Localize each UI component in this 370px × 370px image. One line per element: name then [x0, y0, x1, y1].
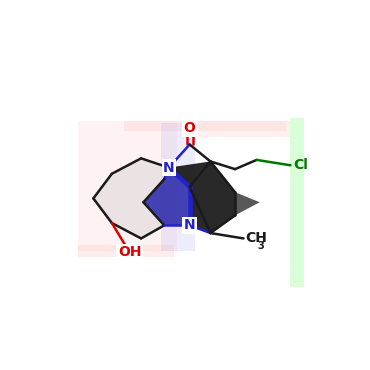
Polygon shape [190, 121, 290, 137]
Polygon shape [290, 118, 305, 287]
Polygon shape [144, 168, 190, 225]
Text: OH: OH [118, 245, 141, 259]
Polygon shape [78, 121, 176, 251]
Polygon shape [169, 161, 235, 233]
Polygon shape [235, 192, 260, 215]
Polygon shape [93, 158, 169, 238]
Text: CH: CH [245, 232, 267, 245]
Polygon shape [78, 245, 174, 257]
Text: Cl: Cl [293, 158, 308, 172]
Polygon shape [124, 121, 286, 131]
Text: O: O [184, 121, 196, 135]
Text: N: N [163, 161, 175, 175]
Polygon shape [161, 123, 195, 251]
Text: N: N [184, 218, 195, 232]
Text: 3: 3 [258, 241, 264, 251]
